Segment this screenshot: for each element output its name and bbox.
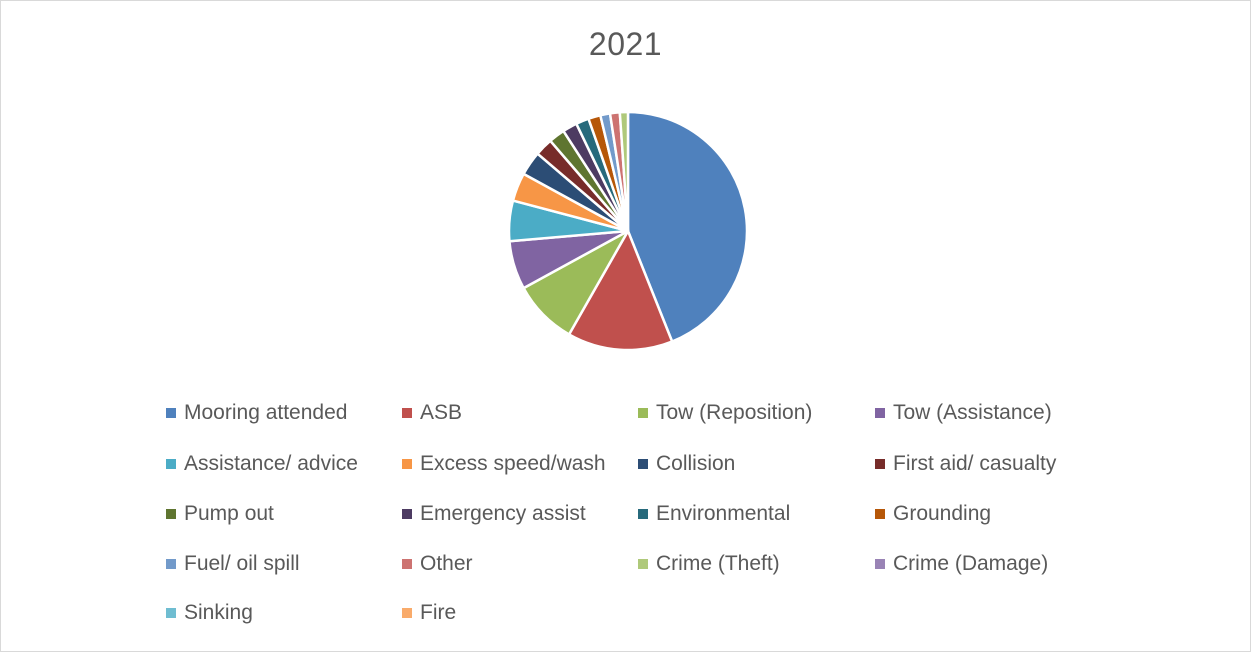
chart-title: 2021 [588,26,663,62]
legend-swatch [166,509,176,519]
legend-label: Crime (Theft) [656,552,780,575]
legend-swatch [875,408,885,418]
legend-label: Fire [420,601,457,624]
legend-swatch [875,559,885,569]
legend-item: Other [402,551,473,577]
legend-item: Tow (Assistance) [875,400,1052,426]
legend-label: Environmental [656,502,791,525]
legend-label: First aid/ casualty [893,452,1057,475]
legend-item: Fire [402,600,456,626]
legend-swatch [166,608,176,618]
legend-swatch [402,608,412,618]
legend-swatch [402,559,412,569]
legend-swatch [638,559,648,569]
legend-label: ASB [420,401,463,424]
legend-label: Other [420,552,473,575]
legend-item: Crime (Theft) [638,551,780,577]
legend-item: Emergency assist [402,501,586,527]
legend-label: Pump out [184,502,274,525]
legend-label: Crime (Damage) [893,552,1049,575]
legend-swatch [166,459,176,469]
pie-slice-1 [567,229,674,352]
legend-label: Tow (Reposition) [656,401,813,424]
legend-item: Fuel/ oil spill [166,551,300,577]
legend-label: Excess speed/wash [420,452,606,475]
legend-label: Grounding [893,502,992,525]
legend-swatch [402,408,412,418]
legend-swatch [875,509,885,519]
legend-item: First aid/ casualty [875,451,1056,477]
legend-item: Excess speed/wash [402,451,606,477]
legend-label: Tow (Assistance) [893,401,1052,424]
legend-item: Assistance/ advice [166,451,358,477]
legend-item: Mooring attended [166,400,347,426]
legend-label: Assistance/ advice [184,452,358,475]
legend-label: Mooring attended [184,401,348,424]
legend-item: Pump out [166,501,274,527]
legend-item: Tow (Reposition) [638,400,812,426]
legend-swatch [166,559,176,569]
pie-slice-0 [626,110,749,343]
legend-item: Sinking [166,600,253,626]
legend-label: Fuel/ oil spill [184,552,300,575]
legend-swatch [166,408,176,418]
legend-item: Crime (Damage) [875,551,1048,577]
legend-swatch [875,459,885,469]
legend-label: Collision [656,452,736,475]
legend-item: Grounding [875,501,991,527]
legend-item: ASB [402,400,462,426]
legend-item: Collision [638,451,735,477]
legend-swatch [402,509,412,519]
legend-swatch [638,509,648,519]
pie-slice-14 [618,110,630,233]
legend-swatch [638,459,648,469]
legend-label: Emergency assist [420,502,586,525]
legend-label: Sinking [184,601,253,624]
legend-swatch [638,408,648,418]
legend-swatch [402,459,412,469]
legend-item: Environmental [638,501,790,527]
